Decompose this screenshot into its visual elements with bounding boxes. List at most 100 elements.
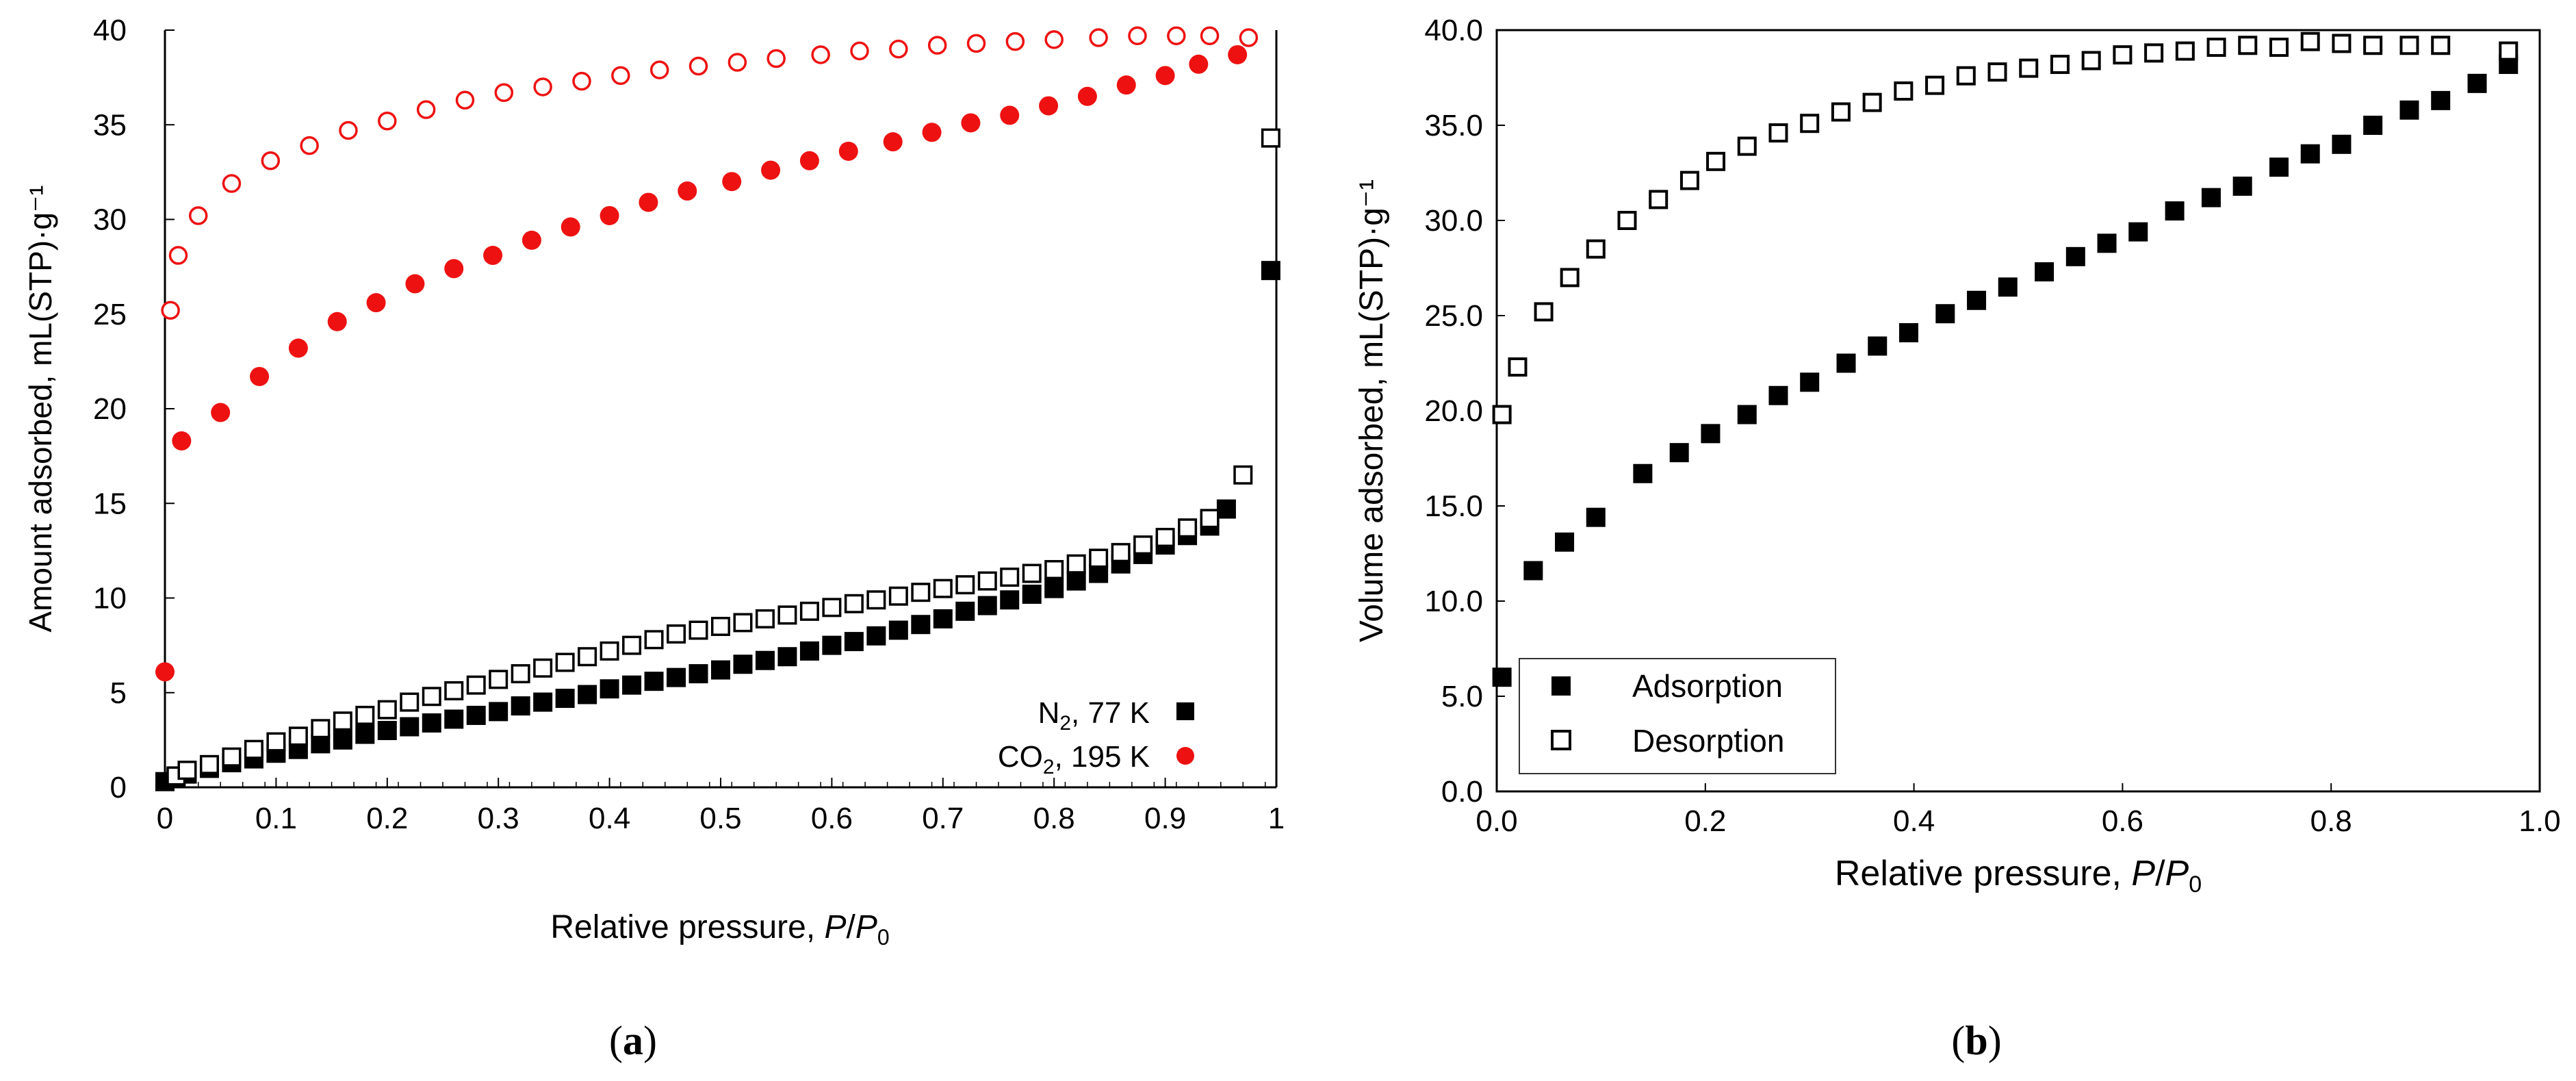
- panel-a-x-axis-label-text: Relative pressure,: [550, 909, 824, 945]
- panel-b-point-adsorption: [2300, 144, 2320, 164]
- panel-a-point-n2-77-k-adsorption: [844, 632, 864, 652]
- panel-b-point-desorption: [2238, 36, 2258, 55]
- panel-b-x-ticks: 0.0 0.2 0.4 0.6 0.8 1.0: [1476, 783, 2561, 838]
- panel-b-point-adsorption: [1800, 372, 1820, 392]
- panel-a-point-n2-77-k-desorption: [1233, 465, 1253, 485]
- panel-a-point-n2-77-k-adsorption: [866, 626, 886, 646]
- panel-a-point-n2-77-k-adsorption: [799, 641, 819, 661]
- panel-a-point-co2-195-k-desorption: [889, 39, 908, 59]
- panel-b-caption: (b): [1951, 1018, 2001, 1063]
- panel-a-point-co2-195-k-adsorption: [678, 181, 697, 201]
- panel-a-x-tick-label: 0.3: [478, 802, 519, 835]
- panel-a-point-n2-77-k-desorption: [400, 692, 420, 712]
- panel-a-point-n2-77-k-adsorption: [533, 692, 553, 712]
- panel-b-legend-box: [1519, 658, 1836, 774]
- panel-b-point-adsorption: [2269, 157, 2289, 177]
- panel-b-point-adsorption: [2065, 246, 2085, 266]
- panel-b-x-tick-label: 0.4: [1893, 804, 1935, 838]
- panel-a-point-co2-195-k-adsorption: [211, 403, 231, 422]
- panel-b-point-desorption: [1768, 123, 1788, 143]
- panel-a-point-n2-77-k-desorption: [667, 624, 686, 644]
- panel-b-point-desorption: [2113, 45, 2133, 65]
- panel-a-legend-n2-main: N: [1038, 696, 1060, 730]
- panel-a-point-co2-195-k-adsorption: [288, 338, 308, 358]
- panel-a-legend-marker-co2: [1176, 747, 1194, 765]
- panel-a-y-tick-label: 15: [93, 487, 127, 520]
- panel-b-point-adsorption: [2467, 73, 2487, 93]
- panel-a-x-tick-label: 0.5: [699, 802, 741, 835]
- panel-a-point-n2-77-k-desorption: [622, 635, 642, 655]
- panel-a-point-n2-77-k-desorption: [466, 675, 486, 695]
- panel-a-point-n2-77-k-desorption: [755, 609, 775, 628]
- panel-a-point-n2-77-k-desorption: [288, 726, 308, 746]
- panel-b-point-adsorption: [1633, 463, 1653, 483]
- panel-a-point-n2-77-k-adsorption: [511, 696, 530, 716]
- panel-b-point-adsorption: [1492, 667, 1512, 687]
- panel-a-point-co2-195-k-desorption: [339, 120, 358, 140]
- panel-a-point-n2-77-k-adsorption: [755, 650, 775, 670]
- panel-a-point-n2-77-k-desorption: [1178, 518, 1198, 538]
- panel-b-point-adsorption: [1701, 424, 1721, 444]
- panel-a-data-points: [155, 26, 1280, 791]
- panel-a-point-n2-77-k-desorption: [533, 658, 553, 678]
- panel-b-point-adsorption: [1768, 385, 1788, 405]
- panel-a-point-n2-77-k-desorption: [1111, 543, 1131, 563]
- panel-b-data-points: [1492, 31, 2519, 687]
- panel-a-point-n2-77-k-adsorption: [422, 713, 441, 733]
- panel-a-point-n2-77-k-adsorption: [955, 601, 975, 621]
- panel-a-point-co2-195-k-desorption: [1200, 26, 1220, 46]
- panel-a-point-n2-77-k-adsorption: [333, 730, 352, 750]
- panel-a-point-n2-77-k-adsorption: [1044, 578, 1064, 598]
- panel-a-x-tick-label: 0.2: [366, 802, 408, 835]
- panel-b-point-desorption: [2206, 38, 2226, 58]
- panel-a-point-n2-77-k-adsorption: [822, 635, 842, 655]
- panel-a-point-co2-195-k-desorption: [455, 90, 475, 110]
- panel-b-point-desorption: [1679, 170, 1699, 190]
- panel-a-point-n2-77-k-adsorption: [911, 615, 931, 635]
- panel-b-y-tick-label: 30.0: [1424, 204, 1483, 238]
- panel-b-point-adsorption: [1737, 405, 1757, 424]
- panel-a-point-co2-195-k-adsorption: [922, 123, 942, 142]
- panel-a-y-tick-label: 20: [93, 392, 127, 426]
- panel-b-point-desorption: [1925, 75, 1945, 95]
- panel-a-point-n2-77-k-desorption: [866, 590, 886, 610]
- panel-a-point-co2-195-k-adsorption: [600, 205, 619, 225]
- panel-a-y-tick-label: 0: [110, 771, 127, 804]
- panel-b-point-adsorption: [2097, 233, 2117, 253]
- panel-b-legend-marker-desorption: [1551, 730, 1571, 750]
- panel-a-point-co2-195-k-desorption: [168, 246, 188, 265]
- panel-a-point-co2-195-k-desorption: [927, 36, 947, 55]
- panel-b-x-axis-label-slash: /: [2155, 854, 2165, 893]
- panel-b-point-desorption: [2175, 41, 2195, 61]
- panel-a-point-n2-77-k-desorption: [1133, 535, 1153, 555]
- panel-a-point-n2-77-k-desorption: [555, 652, 575, 672]
- panel-b-legend-label-desorption: Desorption: [1632, 723, 1784, 759]
- panel-a-point-co2-195-k-desorption: [1044, 30, 1064, 49]
- panel-a-y-tick-label: 5: [110, 676, 127, 710]
- panel-b-point-adsorption: [2165, 201, 2185, 221]
- panel-a-point-n2-77-k-desorption: [311, 719, 331, 739]
- panel-b-point-desorption: [1956, 66, 1976, 86]
- panel-b-point-desorption: [1987, 62, 2007, 82]
- panel-a-point-n2-77-k-desorption: [955, 575, 975, 595]
- panel-b-point-desorption: [2269, 38, 2289, 58]
- panel-a-point-n2-77-k-desorption: [1155, 528, 1175, 548]
- panel-a-point-n2-77-k-adsorption: [888, 620, 908, 640]
- panel-a-point-n2-77-k-adsorption: [578, 685, 597, 704]
- panel-a-point-co2-195-k-adsorption: [1189, 54, 1209, 74]
- panel-a-point-co2-195-k-adsorption: [444, 259, 464, 279]
- panel-a-point-co2-195-k-desorption: [378, 111, 397, 131]
- panel-a-point-co2-195-k-adsorption: [1228, 44, 1248, 64]
- panel-b-point-desorption: [2363, 36, 2383, 55]
- panel-a-x-tick-label: 0.8: [1033, 802, 1075, 835]
- panel-a-y-tick-label: 30: [93, 203, 127, 237]
- panel-a-legend: N2, 77 K CO2, 195 K: [998, 696, 1194, 778]
- panel-a-point-co2-195-k-desorption: [222, 174, 242, 193]
- panel-b-point-adsorption: [2232, 176, 2252, 196]
- panel-b-point-desorption: [1649, 190, 1669, 209]
- panel-b-point-desorption: [1831, 102, 1851, 122]
- panel-b-x-axis-label-p: P: [2131, 854, 2155, 893]
- panel-a-point-n2-77-k-desorption: [1089, 548, 1109, 568]
- panel-b-point-desorption: [1560, 268, 1580, 288]
- panel-a-point-n2-77-k-adsorption: [1066, 571, 1086, 591]
